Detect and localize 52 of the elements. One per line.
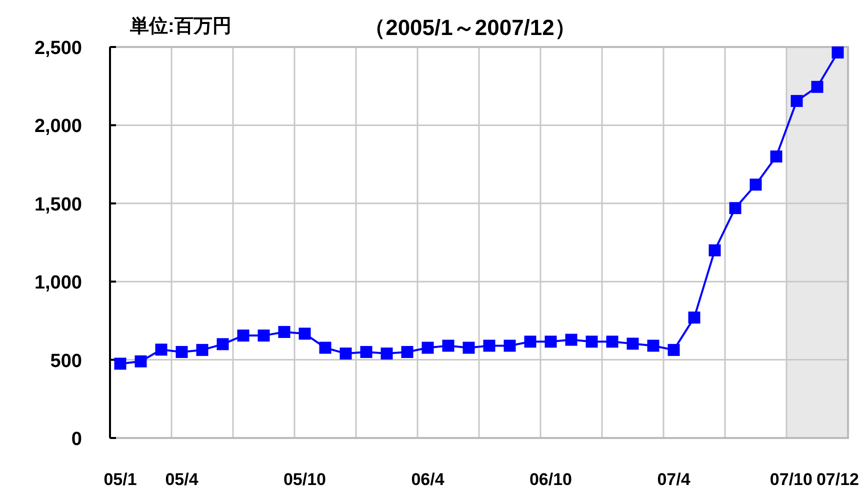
point [340,348,352,360]
point [258,330,270,342]
point [278,326,290,338]
point [832,46,844,58]
point [114,358,126,370]
point [586,336,598,348]
point [216,338,229,350]
point [483,340,496,352]
point [196,344,208,356]
x-tick-label: 05/10 [283,470,326,489]
point [729,202,742,214]
point [790,94,803,107]
point [626,338,639,350]
text: 単位:百万円 [129,16,232,37]
point [134,355,147,368]
point [770,150,782,162]
y-tick-label: 1,000 [34,272,82,294]
point [688,312,700,324]
point [750,178,762,191]
y-tick-label: 500 [50,350,82,372]
point [401,346,414,358]
point [319,342,332,354]
x-tick-label: 07/12 [816,470,860,489]
point [462,342,475,354]
point [422,342,434,354]
x-tick-label: 07/10 [770,470,812,489]
point [524,336,536,348]
point [442,340,454,352]
x-tick-label: 06/10 [529,470,572,489]
y-tick-label: 1,500 [34,194,82,216]
x-tick-label: 06/4 [411,470,445,489]
point [360,346,372,358]
point [380,348,393,360]
x-tick-label: 07/4 [657,470,691,489]
chart-title: （2005/1～2007/12） [364,15,576,40]
point [668,344,680,356]
x-tick-label: 05/4 [165,470,199,489]
point [155,344,168,356]
point [811,80,824,93]
point [237,330,250,342]
point [606,336,618,348]
point [176,346,188,358]
point [647,340,660,352]
y-tick-label: 2,000 [34,116,82,138]
y-tick-label: 0 [71,429,82,450]
x-tick-label: 05/1 [104,470,137,489]
y-tick-label: 2,500 [34,38,82,59]
point [544,336,557,348]
point [708,244,721,256]
point [298,328,311,340]
point [565,334,578,346]
point [504,340,516,352]
